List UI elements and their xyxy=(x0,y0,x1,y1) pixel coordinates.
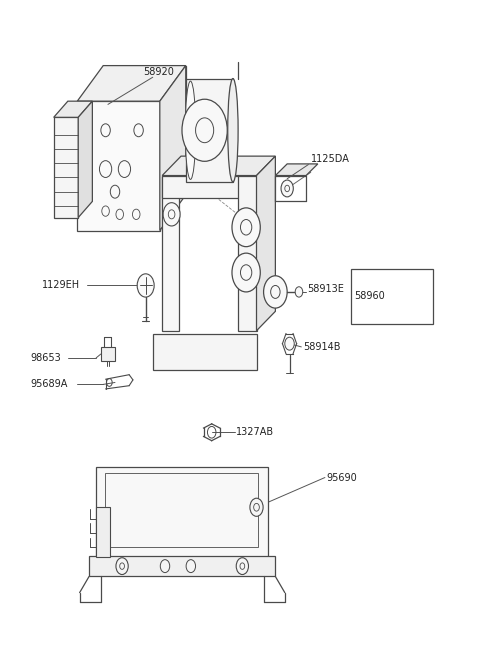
Text: 95689A: 95689A xyxy=(30,379,68,390)
Circle shape xyxy=(116,557,128,574)
Bar xyxy=(101,347,115,361)
Text: 1327AB: 1327AB xyxy=(236,427,275,438)
Circle shape xyxy=(182,99,227,161)
Circle shape xyxy=(232,208,260,247)
Circle shape xyxy=(264,276,287,308)
Bar xyxy=(351,269,433,324)
Circle shape xyxy=(281,180,293,197)
Bar xyxy=(89,556,276,576)
Text: 58920: 58920 xyxy=(144,67,174,77)
Text: 58960: 58960 xyxy=(354,291,385,301)
Bar xyxy=(153,334,256,369)
Polygon shape xyxy=(276,164,318,176)
Bar xyxy=(77,101,160,231)
Bar xyxy=(105,473,258,548)
Polygon shape xyxy=(162,156,276,176)
Bar xyxy=(162,176,256,198)
Bar xyxy=(96,466,268,557)
Circle shape xyxy=(186,559,195,572)
Circle shape xyxy=(160,559,170,572)
Circle shape xyxy=(236,557,249,574)
Text: 1125DA: 1125DA xyxy=(311,155,349,164)
Text: 1129EH: 1129EH xyxy=(42,280,80,290)
Text: 58914B: 58914B xyxy=(304,342,341,352)
Text: 95690: 95690 xyxy=(326,472,357,483)
Ellipse shape xyxy=(228,79,238,182)
Circle shape xyxy=(250,498,263,516)
Polygon shape xyxy=(54,101,92,117)
Bar xyxy=(162,176,179,331)
Bar xyxy=(238,176,256,331)
Polygon shape xyxy=(77,66,186,101)
Polygon shape xyxy=(160,66,186,231)
Circle shape xyxy=(163,202,180,226)
Circle shape xyxy=(285,337,294,350)
Polygon shape xyxy=(78,101,92,217)
Text: 58913E: 58913E xyxy=(308,284,344,293)
Text: 98653: 98653 xyxy=(30,353,61,363)
Bar xyxy=(54,117,78,217)
Bar xyxy=(186,79,233,182)
Polygon shape xyxy=(256,156,276,331)
Circle shape xyxy=(137,274,154,297)
Circle shape xyxy=(295,287,303,297)
Ellipse shape xyxy=(185,81,196,179)
Bar xyxy=(96,507,110,557)
Circle shape xyxy=(232,253,260,292)
